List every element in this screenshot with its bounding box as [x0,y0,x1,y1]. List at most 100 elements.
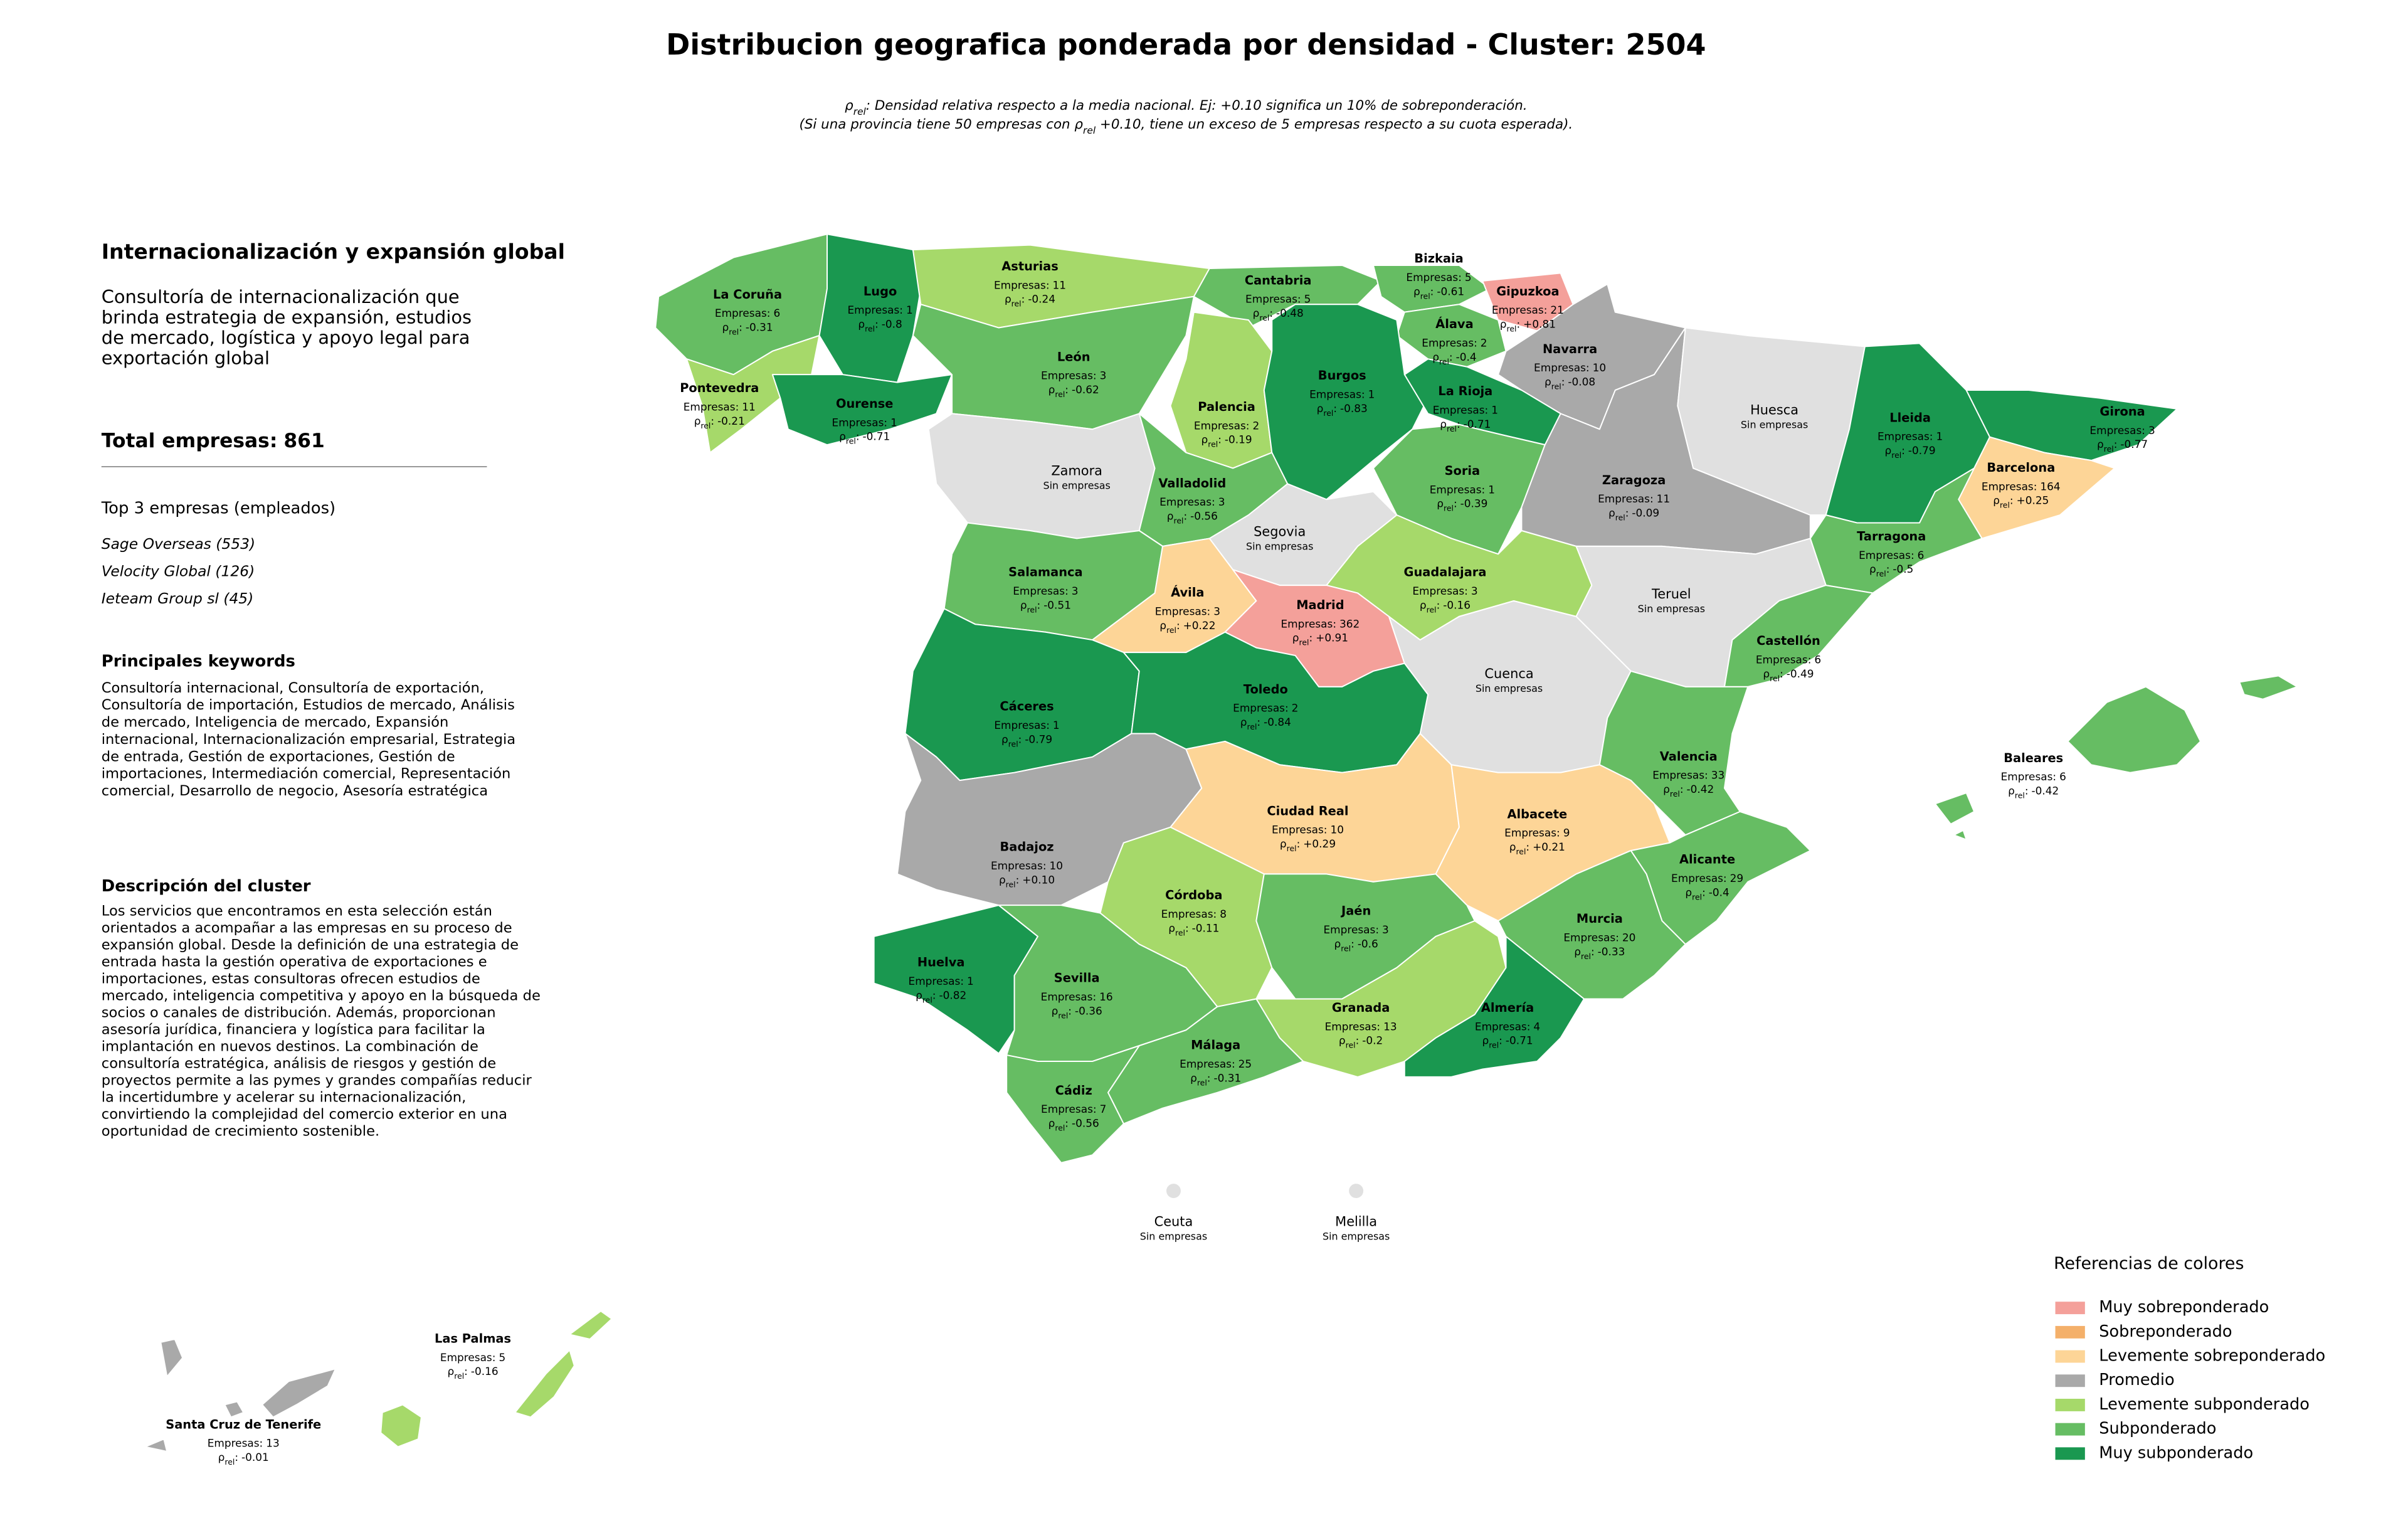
rho-value: -0.6 [1358,937,1378,950]
count-prefix: Empresas: [1309,388,1365,401]
count-value: 3 [1382,923,1389,936]
rho-symbol: ρ [1190,1071,1197,1084]
rho-separator: : [1516,318,1520,331]
count-prefix: Empresas: [1159,496,1215,508]
rho-symbol: ρ [2008,785,2015,797]
rho-subscript: rel [1055,390,1065,399]
province-name: Melilla [1335,1214,1377,1229]
rho-value: -0.5 [1893,563,1913,575]
rho-value: -0.4 [1709,886,1729,898]
rho-symbol: ρ [1663,783,1670,795]
count-prefix: Empresas: [1492,304,1548,316]
province-count: Empresas: 3 [1323,923,1388,936]
province-name: Bizkaia [1414,252,1463,266]
count-value: 1 [1488,483,1495,496]
province-shape [1396,304,1507,368]
province-count: Empresas: 362 [1281,617,1360,630]
province-count: Empresas: 1 [847,304,912,316]
rho-value: -0.31 [1213,1071,1241,1084]
count-prefix: Empresas: [1671,872,1727,884]
province-name: Teruel [1651,586,1691,602]
rho-subscript: rel [1055,1123,1065,1133]
count-prefix: Empresas: [994,719,1050,731]
province-shape [1403,935,1585,1078]
rho-symbol: ρ [1500,318,1507,331]
count-value: 21 [1550,304,1564,316]
total-text: Total empresas: [102,430,278,452]
province-name: Málaga [1191,1038,1240,1053]
rho-subscript: rel [1197,1078,1207,1087]
note-text: (Si una provincia tiene 50 empresas con [800,117,1075,132]
province-count: Empresas: 4 [1475,1020,1540,1032]
rho-value: -0.84 [1264,716,1291,728]
province-name: Tarragona [1857,529,1926,543]
count-value: 3 [1100,369,1107,382]
rho-value: -0.56 [1072,1117,1099,1130]
count-value: 164 [2040,480,2060,492]
rho-subscript: rel [1581,952,1591,961]
rho-value: -0.51 [1043,598,1071,611]
rho-subscript: rel [1174,516,1184,526]
province-rho: ρrel: +0.10 [999,873,1055,889]
province-count: Empresas: 3 [1155,605,1220,617]
top-heading: Top 3 empresas (empleados) [101,499,335,518]
province-name: Madrid [1296,598,1344,612]
count-value: 13 [266,1437,280,1450]
rho-separator: : [1218,433,1222,446]
province-layer [144,233,2298,1453]
province-count: Empresas: 10 [1534,361,1606,374]
rho-separator: : [1297,837,1301,850]
rho-value: +0.29 [1303,837,1336,850]
legend-label: Subponderado [2099,1419,2216,1438]
province-count: Empresas: 11 [994,279,1066,291]
province-shape [1934,675,2298,841]
province-rho: ρrel: -0.36 [1052,1004,1102,1020]
rho-subscript: rel [224,1457,235,1467]
rho-value: -0.11 [1192,922,1220,935]
province-name: Granada [1332,1000,1390,1015]
rho-value: +0.10 [1022,873,1055,886]
rho-value: -0.82 [939,989,966,1002]
rho-value: -0.16 [471,1365,499,1377]
rho-separator: : [235,1451,238,1463]
count-prefix: Empresas: [2001,770,2057,783]
rho-separator: : [1207,1071,1211,1084]
rho-subscript: rel [1439,357,1449,366]
description-line: la incertidumbre y acelerar su internaci… [102,1090,467,1106]
province-count: Empresas: 1 [1430,483,1495,496]
note-text: : Densidad relativa respecto a la media … [866,98,1528,114]
rho-subscript: rel [2015,791,2025,800]
province-rho: ρrel: -0.61 [1413,285,1464,300]
description-line: orientados a acompañar a las empresas en… [102,920,512,936]
province-rho: ρrel: -0.31 [1190,1071,1241,1087]
province-name: Ciudad Real [1267,804,1348,818]
rho-symbol: ρ [1885,444,1892,457]
description-line: convirtiendo la complejidad del comercio… [102,1106,507,1123]
province-rho: ρrel: -0.2 [1339,1034,1383,1050]
province-rho: ρrel: -0.08 [1545,376,1595,391]
rho-subscript: rel [2000,501,2010,510]
count-value: 6 [1918,549,1925,561]
keywords-line: de entrada, Gestión de exportaciones, Ge… [102,748,455,765]
province-shape [927,413,1156,539]
province-shape [380,1310,613,1448]
province-name: Cantabria [1245,273,1312,287]
province-name: Huesca [1750,402,1798,417]
rho-symbol: ρ [1280,837,1287,850]
count-prefix: Empresas: [1534,361,1590,374]
keywords-line: Consultoría internacional, Consultoría d… [102,680,484,696]
rho-symbol: ρ [2097,438,2104,450]
rho-symbol: ρ [858,318,865,331]
rho-separator: : [1356,1034,1360,1047]
count-value: 3 [1213,605,1220,617]
rho-symbol: ρ [1048,1117,1055,1130]
province-count: Empresas: 21 [1492,304,1564,316]
count-prefix: Empresas: [832,416,888,428]
legend-label: Levemente subponderado [2099,1395,2310,1414]
count-prefix: Empresas: [1155,605,1211,617]
province-rho: ρrel: -0.4 [1685,886,1729,901]
province-rho: ρrel: -0.42 [2008,785,2059,800]
province-name: Valencia [1660,749,1718,763]
rho-separator: : [464,1365,468,1377]
